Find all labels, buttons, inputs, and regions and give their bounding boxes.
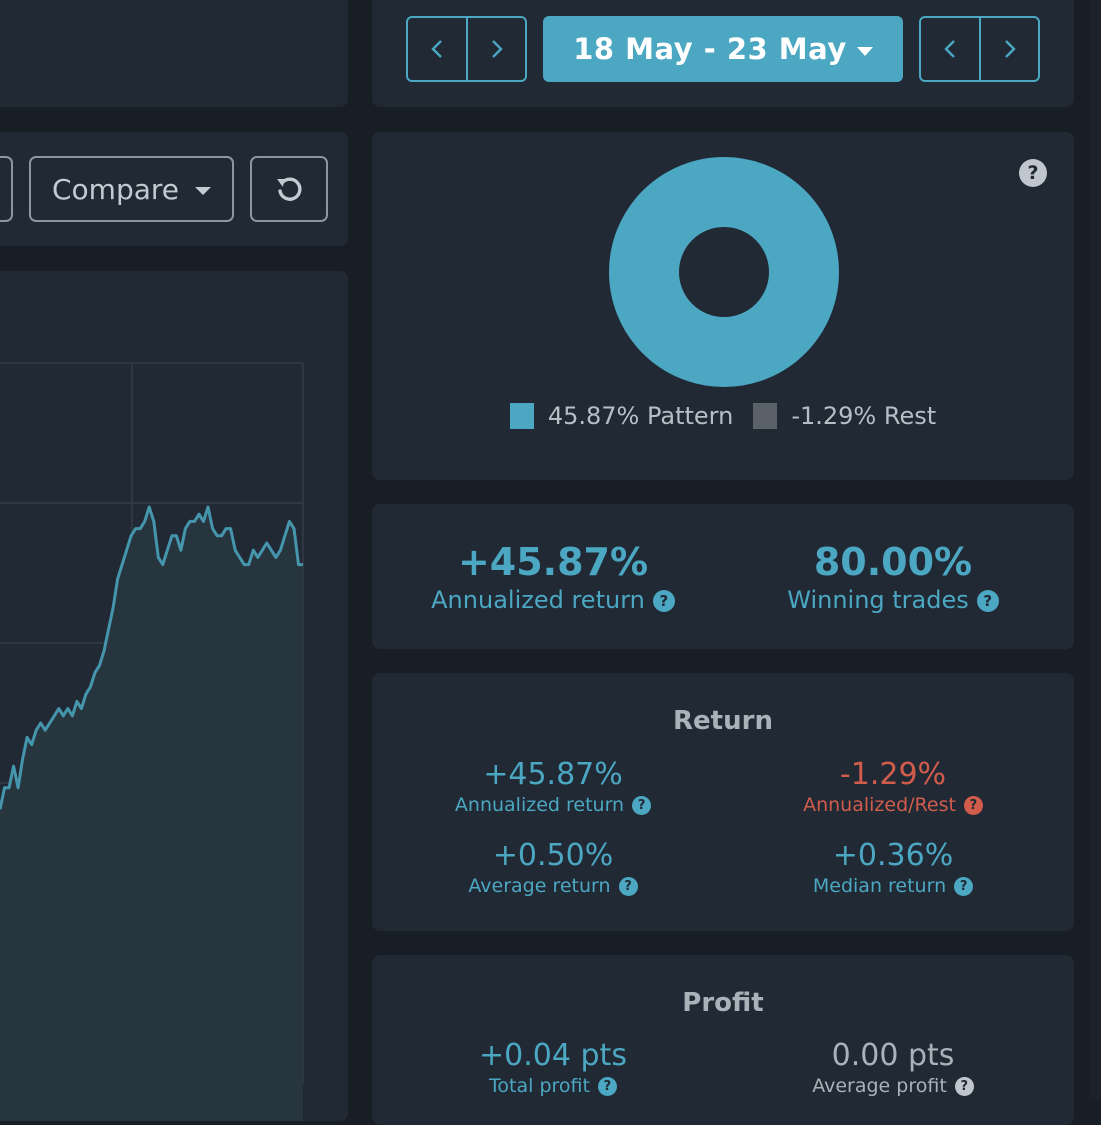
next-period-button[interactable]	[466, 18, 525, 80]
profit-panel	[372, 955, 1074, 1125]
return-annualized-rest-label: Annualized/Rest	[803, 794, 956, 816]
question-circle-icon[interactable]: ?	[597, 1077, 617, 1096]
question-circle-icon[interactable]: ?	[954, 877, 974, 896]
chart-panel	[0, 271, 348, 1121]
partial-toolbar-button[interactable]	[0, 156, 13, 222]
chevron-left-icon	[431, 40, 443, 58]
chevron-right-icon	[1004, 40, 1016, 58]
summary-panel	[372, 504, 1074, 649]
return-annualized-label-row: Annualized return?	[383, 794, 723, 816]
period-nav-right	[919, 16, 1040, 82]
profit-average-value: 0.00 pts	[831, 1038, 955, 1073]
chevron-right-icon	[491, 40, 503, 58]
return-median-label-row: Median return?	[723, 875, 1063, 897]
next-range-button[interactable]	[979, 18, 1038, 80]
return-average: +0.50% Average return?	[383, 838, 723, 897]
prev-period-button[interactable]	[408, 18, 466, 80]
question-circle-icon[interactable]: ?	[618, 877, 638, 896]
profit-average: 0.00 pts Average profit?	[723, 1038, 1063, 1097]
return-area-chart	[0, 362, 304, 1121]
winning-trades-stat: 80.00% Winning trades?	[723, 540, 1063, 614]
profit-section-title: Profit	[682, 988, 764, 1018]
winning-trades-label-row: Winning trades?	[723, 586, 1063, 614]
caret-down-icon	[195, 186, 211, 195]
return-median: +0.36% Median return?	[723, 838, 1063, 897]
reset-button[interactable]	[250, 156, 328, 222]
question-circle-icon[interactable]: ?	[976, 590, 999, 612]
undo-icon	[277, 177, 302, 201]
question-circle-icon[interactable]: ?	[954, 1077, 974, 1096]
annualized-return-label-row: Annualized return?	[383, 586, 723, 614]
profit-total-label-row: Total profit?	[383, 1075, 723, 1097]
profit-total-label: Total profit	[489, 1075, 590, 1097]
winning-trades-value: 80.00%	[813, 540, 973, 584]
legend-item-pattern: 45.87% Pattern	[509, 402, 734, 430]
period-nav-left	[406, 16, 527, 82]
legend-item-rest: -1.29% Rest	[753, 402, 936, 430]
profit-average-label: Average profit	[812, 1075, 947, 1097]
date-range-dropdown[interactable]: 18 May - 23 May	[543, 16, 903, 82]
winning-trades-label: Winning trades	[787, 586, 969, 614]
return-median-value: +0.36%	[832, 838, 954, 873]
return-annualized-rest-value: -1.29%	[839, 757, 947, 792]
question-circle-icon[interactable]: ?	[1019, 159, 1047, 187]
pattern-donut-chart	[609, 157, 839, 387]
legend-label-pattern: 45.87% Pattern	[547, 402, 734, 430]
return-average-label: Average return	[468, 875, 611, 897]
return-average-label-row: Average return?	[383, 875, 723, 897]
return-annualized-rest-label-row: Annualized/Rest?	[723, 794, 1063, 816]
chevron-left-icon	[944, 40, 956, 58]
top-left-panel	[0, 0, 348, 107]
date-range-label: 18 May - 23 May	[573, 32, 847, 66]
return-section-title: Return	[673, 706, 773, 736]
return-median-label: Median return	[812, 875, 947, 897]
donut-legend: 45.87% Pattern -1.29% Rest	[372, 402, 1074, 430]
toolbar-panel	[0, 132, 348, 246]
question-circle-icon[interactable]: ?	[652, 590, 675, 612]
scrollbar-track[interactable]	[1089, 0, 1101, 1101]
compare-label: Compare	[51, 172, 179, 206]
caret-down-icon	[856, 46, 873, 56]
annualized-return-value: +45.87%	[457, 540, 649, 584]
annualized-return-stat: +45.87% Annualized return?	[383, 540, 723, 614]
legend-swatch-pattern	[509, 403, 534, 429]
profit-total: +0.04 pts Total profit?	[383, 1038, 723, 1097]
question-circle-icon[interactable]: ?	[632, 796, 652, 815]
return-annualized-label: Annualized return	[454, 794, 625, 816]
donut-ring	[609, 157, 839, 387]
annualized-return-label: Annualized return	[431, 586, 645, 614]
legend-label-rest: -1.29% Rest	[791, 402, 937, 430]
chart-area-fill	[0, 507, 303, 1121]
return-annualized: +45.87% Annualized return?	[383, 757, 723, 816]
return-annualized-rest: -1.29% Annualized/Rest?	[723, 757, 1063, 816]
chart-series-line	[0, 505, 303, 810]
question-circle-icon[interactable]: ?	[963, 796, 983, 815]
return-average-value: +0.50%	[492, 838, 614, 873]
profit-total-value: +0.04 pts	[479, 1038, 627, 1073]
return-annualized-value: +45.87%	[483, 757, 623, 792]
compare-dropdown[interactable]: Compare	[29, 156, 234, 222]
legend-swatch-rest	[753, 403, 778, 429]
profit-average-label-row: Average profit?	[723, 1075, 1063, 1097]
prev-range-button[interactable]	[921, 18, 979, 80]
